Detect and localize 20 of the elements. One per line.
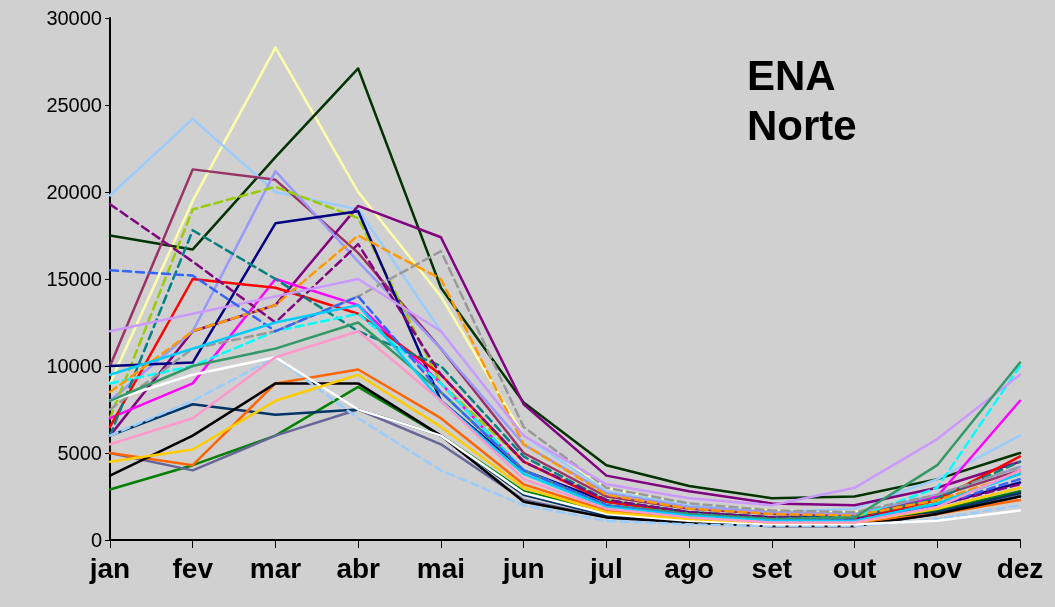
x-tick-label: nov [912, 552, 963, 584]
y-tick-label: 30000 [46, 7, 102, 29]
x-tick-label: mar [249, 552, 302, 584]
y-tick-label: 20000 [46, 181, 102, 203]
y-tick-label: 5000 [57, 442, 102, 464]
x-tick-label: set [751, 552, 793, 584]
x-tick-label: jul [589, 552, 623, 584]
x-tick-label: jan [88, 552, 131, 584]
y-tick-label: 15000 [46, 268, 102, 290]
x-tick-label: mai [416, 552, 466, 584]
x-tick-label: dez [996, 552, 1044, 584]
x-tick-label: ago [664, 552, 714, 584]
y-tick-label: 10000 [46, 355, 102, 377]
text: ENA Norte [747, 51, 857, 149]
x-tick-label: abr [336, 552, 381, 584]
y-tick-label: 25000 [46, 94, 102, 116]
x-tick-label: out [832, 552, 877, 584]
x-tick-label: fev [172, 552, 214, 584]
x-tick-label: jun [501, 552, 545, 584]
y-tick-label: 0 [90, 529, 102, 551]
